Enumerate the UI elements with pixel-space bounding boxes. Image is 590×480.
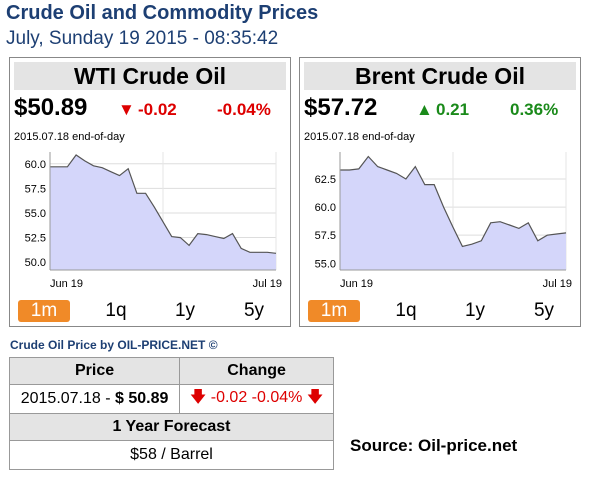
series-area (340, 156, 566, 270)
brent-panel: 55.0 57.5 60.0 62.5 Jun 19 Jul 19 Brent Crude… (299, 57, 581, 327)
price-cell: 2015.07.18 - $ 50.89 (8, 384, 181, 414)
price-date: 2015.07.18 (20, 390, 101, 407)
wti-change-arrow-icon: ▼ (118, 100, 135, 119)
price-separator: - (100, 390, 116, 407)
wti-price: $50.89 (14, 94, 88, 121)
series-line (340, 155, 567, 248)
y-tick-label: 60.0 (25, 159, 46, 171)
x-tick-label: Jul 19 (253, 278, 282, 290)
brent-price: $57.72 (304, 94, 378, 121)
brent-range-1y-button[interactable]: 1y (464, 300, 486, 321)
table-row: 2015.07.18 - $ 50.89 🡇 -0.02 -0.04% 🡇 (8, 384, 334, 414)
forecast-value: $58 / Barrel (9, 440, 334, 470)
y-tick-label: 57.5 (315, 230, 336, 242)
wti-change: -0.02 (138, 100, 177, 119)
source-label: Source: Oil-price.net (350, 436, 518, 455)
change-header: Change (179, 357, 334, 385)
brent-range-1q-button[interactable]: 1q (395, 300, 417, 321)
y-tick-label: 60.0 (315, 202, 336, 214)
x-tick-label: Jun 19 (340, 278, 373, 290)
brent-chart: 55.0 57.5 60.0 62.5 Jun 19 Jul 19 (315, 152, 572, 290)
y-tick-label: 62.5 (315, 174, 336, 186)
x-tick-label: Jul 19 (543, 278, 572, 290)
x-tick-label: Jun 19 (50, 278, 83, 290)
wti-range-5y-button[interactable]: 5y (243, 300, 265, 321)
brent-change-pct: 0.36% (510, 100, 559, 119)
brent-change: 0.21 (436, 100, 470, 119)
series-line (50, 154, 277, 254)
price-value: $ 50.89 (115, 390, 169, 407)
brent-eod-label: 2015.07.18 end-of-day (304, 131, 415, 143)
wti-change-pct: -0.04% (217, 100, 271, 119)
wti-panel: 50.0 52.5 55.0 57.5 60.0 Jun 19 Jul 19 WTI Cru… (9, 57, 291, 327)
price-table: Price Change 2015.07.18 - $ 50.89 🡇 -0.0… (8, 357, 334, 470)
brent-change-arrow-icon: ▲ (416, 100, 433, 119)
change-cell: 🡇 -0.02 -0.04% 🡇 (179, 384, 334, 414)
y-tick-label: 50.0 (25, 257, 46, 269)
price-header: Price (8, 357, 181, 385)
change-value: -0.02 (210, 388, 248, 406)
forecast-header: 1 Year Forecast (9, 413, 334, 441)
y-tick-label: 57.5 (25, 183, 46, 195)
change-percent: -0.04% (251, 388, 303, 406)
wti-chart: 50.0 52.5 55.0 57.5 60.0 Jun 19 Jul 19 (25, 152, 282, 290)
wti-range-1m-button[interactable]: 1m (18, 300, 70, 322)
brent-range-5y-button[interactable]: 5y (533, 300, 555, 321)
page-header-title: Crude Oil and Commodity Prices (6, 2, 319, 24)
wti-title: WTI Crude Oil (14, 62, 286, 90)
brent-range-1m-button[interactable]: 1m (308, 300, 360, 322)
y-tick-label: 52.5 (25, 233, 46, 245)
price-caption: Crude Oil Price by OIL-PRICE.NET © (10, 338, 218, 352)
down-arrow-icon: 🡇 (189, 388, 207, 406)
y-tick-label: 55.0 (25, 208, 46, 220)
brent-title: Brent Crude Oil (304, 62, 576, 90)
wti-eod-label: 2015.07.18 end-of-day (14, 131, 125, 143)
wti-range-1q-button[interactable]: 1q (105, 300, 127, 321)
wti-range-1y-button[interactable]: 1y (174, 300, 196, 321)
series-area (50, 155, 276, 270)
y-tick-label: 55.0 (315, 258, 336, 270)
down-arrow-icon: 🡇 (306, 388, 324, 406)
page-header-datetime: July, Sunday 19 2015 - 08:35:42 (6, 28, 279, 49)
